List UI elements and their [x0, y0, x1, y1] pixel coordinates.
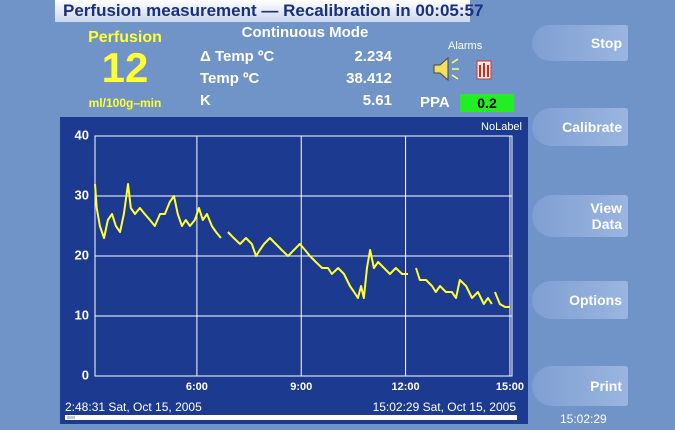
perfusion-value: 12 [101, 44, 149, 91]
start-time: 2:48:31 Sat, Oct 15, 2005 [65, 400, 202, 414]
mode-label: K [200, 92, 211, 109]
title-bar: Perfusion measurement — Recalibration in… [55, 0, 483, 22]
speaker-waves [451, 58, 459, 80]
mode-value: 5.61 [362, 92, 392, 109]
button-label: Options [569, 292, 622, 308]
x-tick-label: 9:00 [290, 381, 312, 393]
alarm-bars [479, 63, 489, 77]
button-label: Calibrate [562, 119, 622, 135]
chart: NoLabel 2:48:31 Sat, Oct 15, 2005 15:02:… [60, 117, 528, 424]
perfusion-unit: ml/100g–min [88, 96, 162, 110]
alarm-icons [433, 56, 492, 82]
mode-label: Temp ºC [200, 70, 260, 87]
y-tick-label: 40 [75, 127, 89, 142]
x-tick-label: 6:00 [186, 381, 208, 393]
x-tick-label: 12:00 [392, 381, 420, 393]
mode-label: Δ Temp ºC [200, 48, 275, 65]
ppa-value: 0.2 [460, 94, 514, 112]
button-label: View Data [590, 200, 622, 232]
clock: 15:02:29 [560, 412, 607, 426]
end-time: 15:02:29 Sat, Oct 15, 2005 [373, 400, 517, 414]
y-tick-label: 0 [82, 367, 89, 382]
mode-value: 2.234 [354, 48, 392, 65]
scroll-thumb[interactable] [67, 416, 75, 419]
data-line [94, 183, 510, 308]
alarms-label: Alarms [448, 40, 483, 52]
stop-button[interactable]: Stop [532, 25, 628, 61]
x-tick-label: 15:00 [496, 381, 524, 393]
chart-panel [60, 117, 528, 424]
ppa-label: PPA [420, 94, 450, 111]
perfusion-label: Perfusion [88, 29, 162, 46]
chart-label: NoLabel [481, 121, 522, 133]
y-tick-label: 10 [75, 307, 89, 322]
mode-title: Continuous Mode [241, 24, 369, 41]
button-label: Stop [590, 35, 622, 51]
calibrate-button[interactable]: Calibrate [532, 108, 628, 146]
print-button[interactable]: Print [532, 366, 628, 406]
view-data-button[interactable]: View Data [532, 195, 628, 237]
y-tick-label: 20 [75, 247, 89, 262]
speaker-icon[interactable] [433, 56, 449, 82]
button-label: Print [590, 378, 622, 394]
mode-value: 38.412 [346, 70, 392, 87]
scrollbar[interactable] [65, 415, 517, 420]
options-button[interactable]: Options [532, 281, 628, 319]
y-tick-label: 30 [75, 187, 89, 202]
